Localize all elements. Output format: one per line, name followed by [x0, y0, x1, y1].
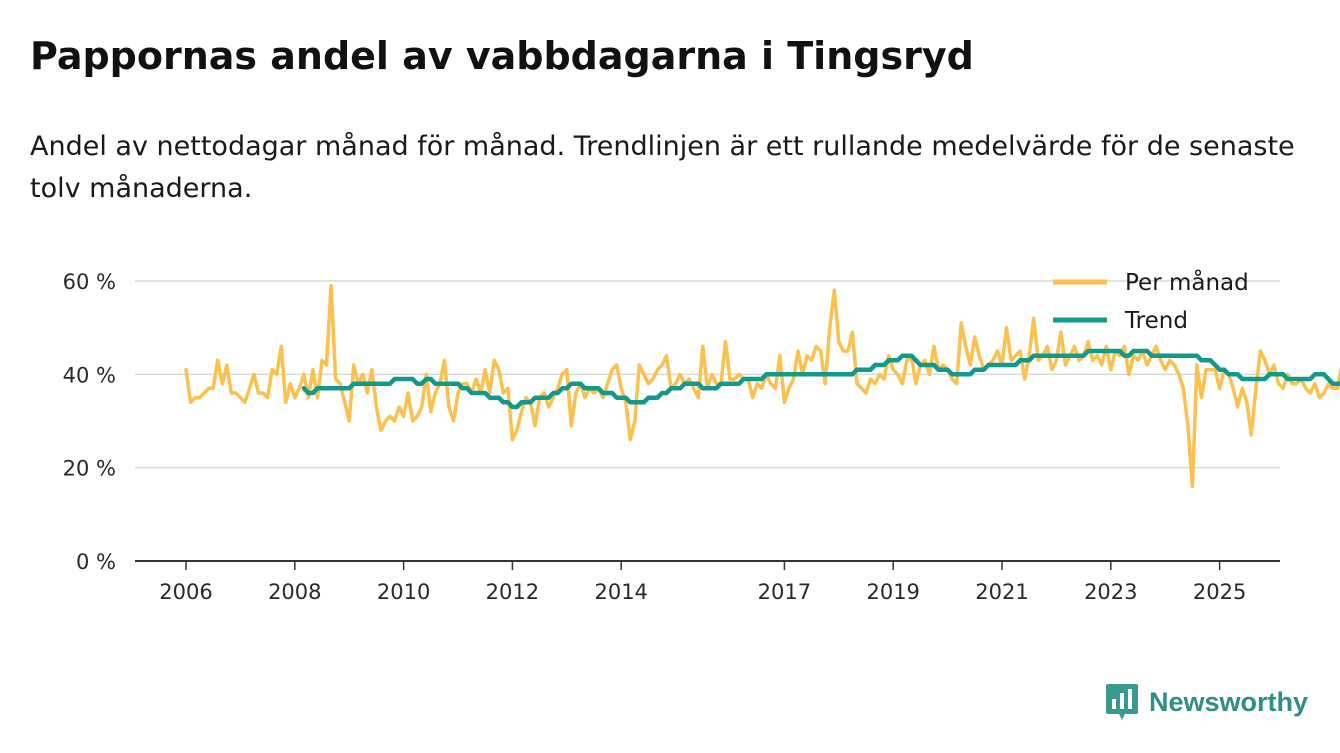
x-tick-label: 2012 [486, 580, 539, 604]
x-tick-label: 2021 [975, 580, 1028, 604]
series-line-trend [301, 348, 1340, 410]
series-line-per-manad [184, 283, 1340, 489]
y-tick-label: 40 % [63, 363, 116, 387]
y-axis-ticks: 0 % 20 % 40 % 60 % [63, 270, 116, 574]
x-tick-label: 2014 [594, 580, 647, 604]
legend: Per månad Trend [1053, 268, 1249, 334]
x-tick-label: 2010 [377, 580, 430, 604]
x-axis-ticks: 2006 2008 2010 2012 2014 2017 2019 2021 2023 2025 [159, 561, 1246, 604]
y-tick-label: 60 % [63, 270, 116, 294]
x-tick-label: 2019 [866, 580, 919, 604]
x-tick-label: 2006 [159, 580, 212, 604]
y-tick-label: 20 % [63, 457, 116, 481]
chart-title: Pappornas andel av vabbdagarna i Tingsry… [30, 34, 974, 78]
legend-label: Trend [1124, 308, 1188, 334]
chart-subtitle: Andel av nettodagar månad för månad. Tre… [30, 131, 1295, 204]
x-tick-label: 2023 [1084, 580, 1137, 604]
x-tick-label: 2008 [268, 580, 321, 604]
series-lines [184, 283, 1340, 489]
newsworthy-logo-icon [1105, 684, 1138, 720]
x-tick-label: 2017 [758, 580, 811, 604]
x-tick-label: 2025 [1193, 580, 1246, 604]
y-tick-label: 0 % [76, 550, 116, 574]
brand-logo[interactable]: Newsworthy [1105, 682, 1308, 722]
legend-label: Per månad [1125, 268, 1249, 296]
brand-name: Newsworthy [1148, 686, 1308, 717]
